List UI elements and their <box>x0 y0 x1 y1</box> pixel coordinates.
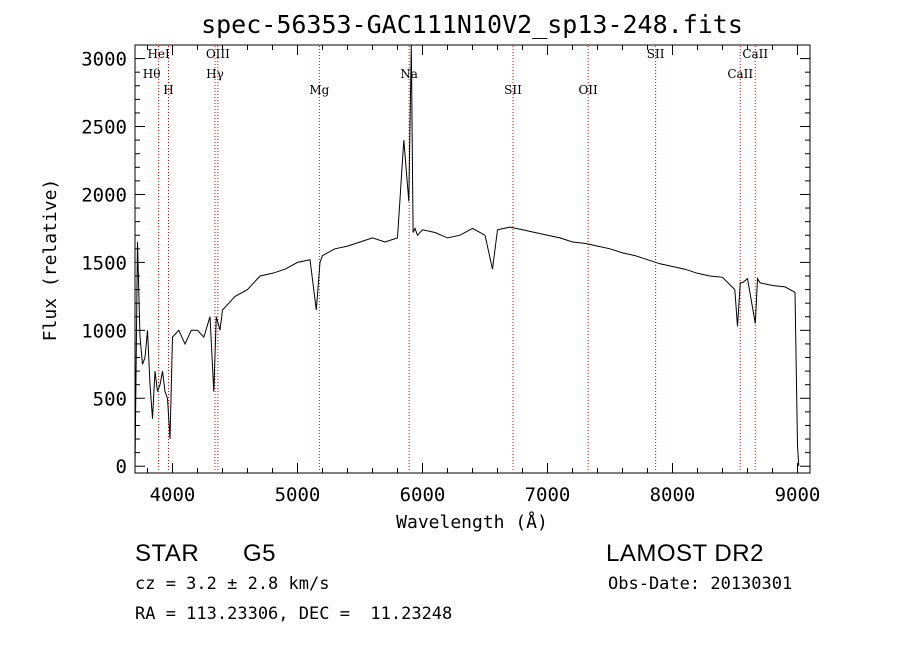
observation-date: Obs-Date: 20130301 <box>608 574 793 594</box>
y-tick-label-3000: 3000 <box>81 49 127 71</box>
y-axis-label: Flux (relative) <box>40 179 61 342</box>
x-axis-ticks: 4000 5000 6000 7000 8000 9000 <box>147 45 821 506</box>
line-label-0-b: Hθ <box>143 67 161 81</box>
plot-frame <box>134 44 811 474</box>
y-tick-label-1500: 1500 <box>81 252 127 274</box>
x-tick-label-8000: 8000 <box>650 484 696 506</box>
y-tick-label-500: 500 <box>93 388 127 410</box>
emission-line-markers <box>158 46 756 472</box>
line-label-0: HeI <box>147 47 170 61</box>
x-tick-label-7000: 7000 <box>525 484 571 506</box>
line-label-8: SII <box>647 47 665 61</box>
object-subclass: G5 <box>243 540 277 567</box>
line-label-1: H <box>163 83 173 97</box>
x-axis-label: Wavelength (Å) <box>396 511 548 533</box>
y-tick-label-0: 0 <box>116 456 127 478</box>
x-tick-label-9000: 9000 <box>775 484 821 506</box>
y-tick-label-2000: 2000 <box>81 184 127 206</box>
x-tick-label-4000: 4000 <box>150 484 196 506</box>
line-label-5: Na <box>400 67 418 81</box>
line-label-3: OIII <box>206 47 230 61</box>
object-class: STAR <box>135 540 200 567</box>
y-tick-label-1000: 1000 <box>81 320 127 342</box>
line-label-4: Mg <box>309 83 329 97</box>
chart-title: spec-56353-GAC111N10V2_sp13-248.fits <box>201 10 743 39</box>
y-tick-label-2500: 2500 <box>81 117 127 139</box>
coordinates-text: RA = 113.23306, DEC = 11.23248 <box>135 604 453 624</box>
y-axis-ticks: 0 500 1000 1500 2000 2500 3000 <box>81 49 810 478</box>
x-tick-label-5000: 5000 <box>275 484 321 506</box>
line-label-9: CaII <box>727 67 753 81</box>
spectrum-line <box>134 44 800 467</box>
line-label-6: SII <box>504 83 522 97</box>
emission-line-labels: HeI HθH Hγ OIII Mg Na SII OII SII CaII CaII <box>143 47 769 97</box>
line-label-10: CaII <box>742 47 768 61</box>
survey-name: LAMOST DR2 <box>606 540 764 567</box>
x-tick-label-6000: 6000 <box>400 484 446 506</box>
line-label-7: OII <box>578 83 598 97</box>
line-label-2: Hγ <box>206 67 224 81</box>
redshift-text: cz = 3.2 ± 2.8 km/s <box>135 574 330 594</box>
